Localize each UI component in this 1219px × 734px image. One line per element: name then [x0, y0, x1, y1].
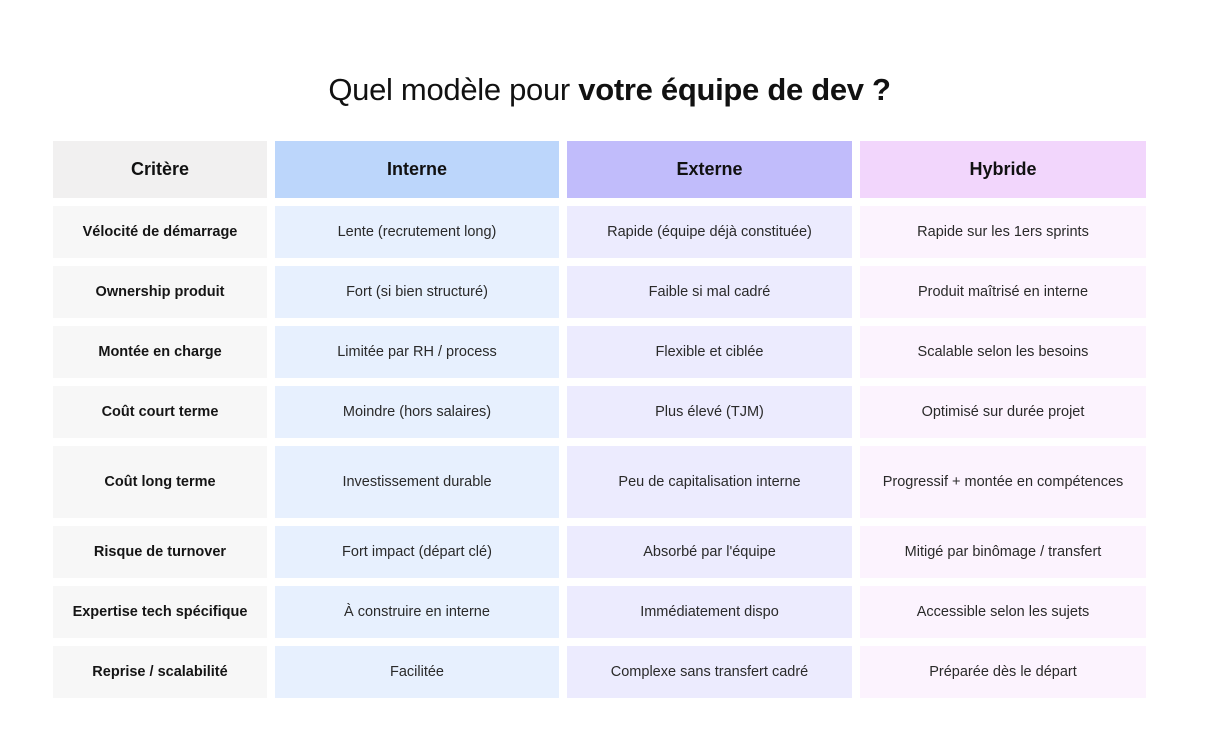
row-criterion: Risque de turnover	[53, 526, 267, 578]
page-title: Quel modèle pour votre équipe de dev ?	[0, 72, 1219, 108]
row-criterion: Ownership produit	[53, 266, 267, 318]
row-external-value: Immédiatement dispo	[567, 586, 852, 638]
row-hybrid-value: Rapide sur les 1ers sprints	[860, 206, 1146, 258]
row-internal-value: Moindre (hors salaires)	[275, 386, 559, 438]
row-criterion: Reprise / scalabilité	[53, 646, 267, 698]
header-hybrid: Hybride	[860, 141, 1146, 198]
row-external-value: Peu de capitalisation interne	[567, 446, 852, 518]
row-hybrid-value: Mitigé par binômage / transfert	[860, 526, 1146, 578]
header-external: Externe	[567, 141, 852, 198]
header-criteria: Critère	[53, 141, 267, 198]
header-internal: Interne	[275, 141, 559, 198]
row-external-value: Plus élevé (TJM)	[567, 386, 852, 438]
row-criterion: Expertise tech spécifique	[53, 586, 267, 638]
row-criterion: Coût court terme	[53, 386, 267, 438]
row-hybrid-value: Accessible selon les sujets	[860, 586, 1146, 638]
title-bold: votre équipe de dev ?	[578, 72, 891, 107]
row-hybrid-value: Optimisé sur durée projet	[860, 386, 1146, 438]
row-internal-value: Fort (si bien structuré)	[275, 266, 559, 318]
row-criterion: Montée en charge	[53, 326, 267, 378]
row-criterion: Coût long terme	[53, 446, 267, 518]
row-internal-value: Investissement durable	[275, 446, 559, 518]
row-internal-value: Lente (recrutement long)	[275, 206, 559, 258]
row-hybrid-value: Scalable selon les besoins	[860, 326, 1146, 378]
comparison-table: Critère Interne Externe Hybride Vélocité…	[53, 141, 1146, 698]
row-hybrid-value: Progressif + montée en compétences	[860, 446, 1146, 518]
row-external-value: Complexe sans transfert cadré	[567, 646, 852, 698]
row-external-value: Faible si mal cadré	[567, 266, 852, 318]
row-internal-value: Fort impact (départ clé)	[275, 526, 559, 578]
row-hybrid-value: Produit maîtrisé en interne	[860, 266, 1146, 318]
row-external-value: Flexible et ciblée	[567, 326, 852, 378]
row-external-value: Absorbé par l'équipe	[567, 526, 852, 578]
row-external-value: Rapide (équipe déjà constituée)	[567, 206, 852, 258]
row-internal-value: Facilitée	[275, 646, 559, 698]
row-internal-value: À construire en interne	[275, 586, 559, 638]
row-criterion: Vélocité de démarrage	[53, 206, 267, 258]
title-light: Quel modèle pour	[328, 72, 579, 107]
row-hybrid-value: Préparée dès le départ	[860, 646, 1146, 698]
row-internal-value: Limitée par RH / process	[275, 326, 559, 378]
